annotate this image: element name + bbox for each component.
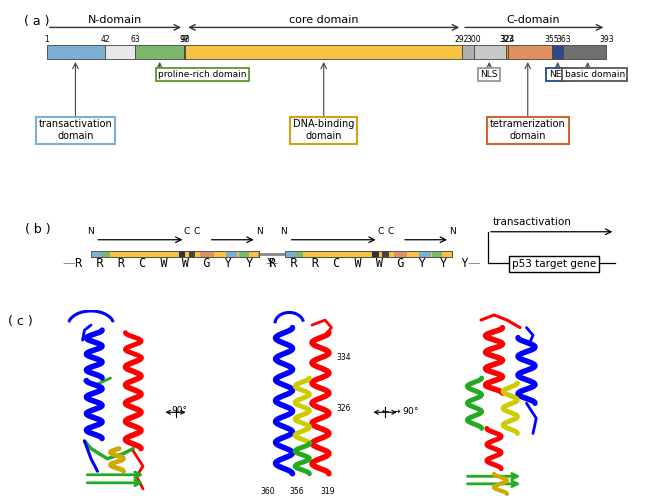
Text: ( a ): ( a ) [24,15,49,28]
Bar [47,45,105,59]
Text: —: — [468,257,480,270]
Text: 356: 356 [289,487,304,496]
Text: core domain: core domain [289,15,359,25]
Bar [372,250,378,257]
Text: N: N [256,227,263,236]
Text: ( c ): ( c ) [8,315,32,328]
Text: 324: 324 [500,35,515,44]
Bar [285,250,452,257]
Text: 355: 355 [545,35,560,44]
Text: 42: 42 [101,35,111,44]
Text: proline-rich domain: proline-rich domain [158,70,247,79]
Text: ( b ): ( b ) [25,223,51,236]
Bar [105,45,135,59]
Bar [184,45,185,59]
Bar [101,250,110,257]
Bar [564,45,606,59]
Bar [226,250,237,257]
Text: N: N [280,227,287,236]
Bar [419,250,431,257]
Text: 63: 63 [131,35,140,44]
Text: NLS: NLS [480,70,498,79]
Text: tetramerization
domain: tetramerization domain [490,119,566,141]
Text: C: C [184,227,190,236]
Text: 319: 319 [320,487,335,496]
Text: R  R  R  C  W  W  G  Y  Y  Y: R R R C W W G Y Y Y [75,257,275,270]
Text: 326: 326 [336,404,350,413]
Bar [432,250,443,257]
Bar [462,45,474,59]
Bar [200,250,214,257]
Bar [91,250,259,257]
Text: 300: 300 [466,35,481,44]
Bar [394,250,407,257]
Text: 363: 363 [556,35,571,44]
Bar [91,250,101,257]
Text: 360: 360 [260,487,274,496]
Text: transactivation
domain: transactivation domain [38,119,112,141]
Text: —: — [62,257,75,270]
Bar [285,250,452,257]
Text: C-domain: C-domain [506,15,560,25]
Text: —: — [266,257,278,270]
Text: transactivation: transactivation [493,217,572,227]
Bar [474,45,506,59]
Text: N: N [449,227,456,236]
Bar [552,45,564,59]
Text: 97: 97 [179,35,188,44]
Text: 334: 334 [336,353,351,362]
Text: N-domain: N-domain [88,15,142,25]
Text: N: N [87,227,94,236]
Bar [294,250,303,257]
Bar [506,45,508,59]
Text: C: C [194,227,200,236]
Text: 98: 98 [181,35,190,44]
Text: NES: NES [549,70,567,79]
Bar [179,250,185,257]
Bar [382,250,389,257]
Bar [508,45,552,59]
Text: 323: 323 [499,35,514,44]
Text: 292: 292 [455,35,469,44]
Bar [285,250,294,257]
Text: p53 target gene: p53 target gene [512,259,596,269]
Bar [91,250,259,257]
Text: 1: 1 [45,35,49,44]
Text: basic domain: basic domain [565,70,625,79]
Bar [135,45,184,59]
Text: DNA-binding
domain: DNA-binding domain [293,119,354,141]
Text: R  R  R  C  W  W  G  Y  Y  Y: R R R C W W G Y Y Y [268,257,468,270]
Text: C: C [377,227,384,236]
Text: 90°: 90° [171,406,187,415]
Text: C: C [387,227,393,236]
Bar [239,250,249,257]
Bar [188,250,196,257]
Text: $\leftarrow$$\rightarrow$90°: $\leftarrow$$\rightarrow$90° [380,405,419,416]
Text: 393: 393 [599,35,614,44]
Bar [185,45,462,59]
